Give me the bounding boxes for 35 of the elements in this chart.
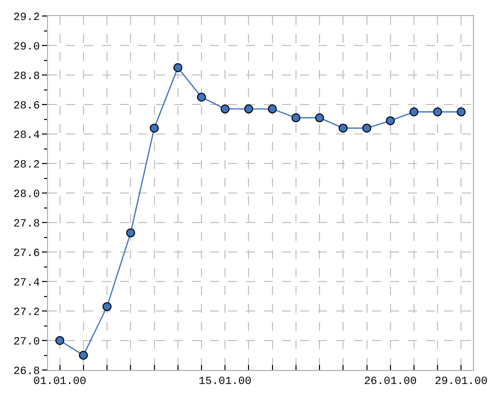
point [55,336,64,345]
point [362,124,372,133]
point [409,107,418,116]
y-tick-label: 28.8 [13,70,40,83]
y-tick-label: 27.8 [13,218,40,230]
point [268,104,277,114]
x-tick-label: 15.01.00 [198,376,252,388]
y-tick-label: 28.2 [13,159,40,172]
point [220,104,230,114]
y-tick-label: 27.0 [13,336,40,348]
point [315,113,324,122]
point [291,113,300,122]
y-tick-label: 28.4 [13,130,40,142]
point [126,228,136,238]
x-tick-label: 26.01.00 [364,376,417,388]
y-tick-label: 29.0 [13,41,40,54]
x-tick-label: 01.01.00 [33,376,86,388]
y-tick-label: 28.0 [13,188,40,201]
point [78,350,88,360]
point [173,63,182,72]
y-tick-label: 27.6 [13,248,40,260]
point [386,116,395,126]
y-tick-label: 27.2 [13,306,40,319]
point [150,124,159,133]
y-tick-label: 28.6 [13,100,40,112]
point [338,124,348,133]
y-tick-label: 26.8 [13,366,40,378]
x-tick-label: 29.01.00 [434,376,488,388]
point [102,302,112,312]
y-tick-label: 27.4 [13,277,40,290]
point [244,104,254,114]
point [433,107,442,116]
point [456,107,466,116]
y-tick-label: 29.2 [13,12,40,24]
point [196,92,206,102]
